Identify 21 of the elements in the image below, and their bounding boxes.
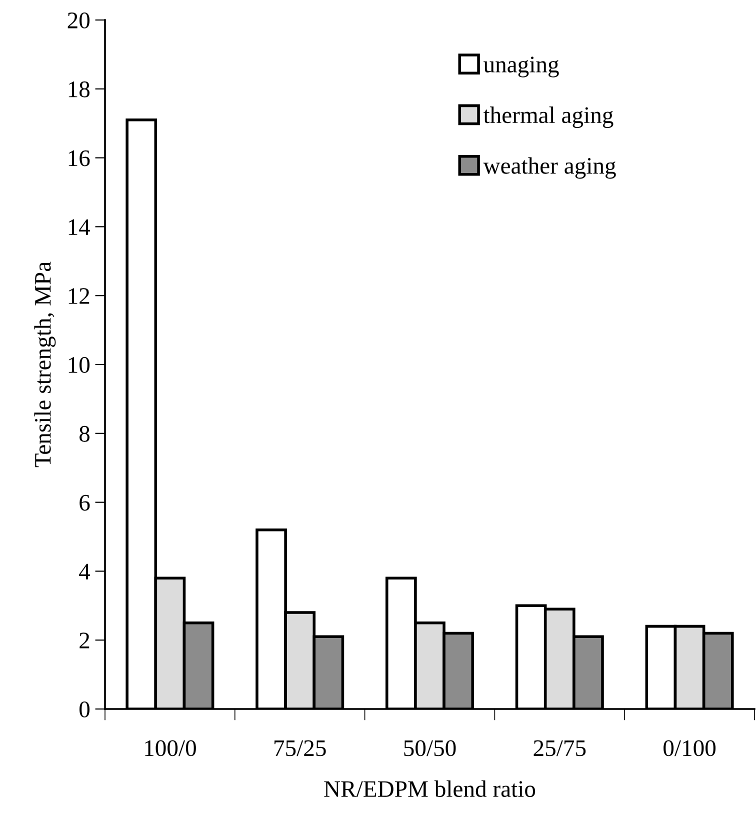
x-tick-label: 75/25 bbox=[274, 740, 326, 756]
legend-label: unaging bbox=[484, 56, 559, 78]
y-tick-label: 10 bbox=[68, 356, 90, 373]
legend-label: weather aging bbox=[483, 157, 616, 179]
y-tick-label: 18 bbox=[68, 81, 90, 98]
x-tick-label: 50/50 bbox=[404, 740, 456, 756]
legend-label: thermal aging bbox=[483, 106, 614, 128]
x-tick-label: 0/100 bbox=[664, 740, 716, 756]
y-tick-label: 12 bbox=[68, 288, 90, 304]
x-tick-label: 100/0 bbox=[145, 740, 196, 756]
y-axis-title: Tensile strength, MPa bbox=[34, 262, 56, 468]
x-tick-label: 25/75 bbox=[534, 740, 586, 756]
y-tick-label: 14 bbox=[68, 219, 90, 235]
y-tick-label: 6 bbox=[80, 494, 90, 511]
y-tick-label: 8 bbox=[80, 426, 90, 442]
y-tick-label: 4 bbox=[79, 564, 90, 580]
x-axis-title: NR/EDPM blend ratio bbox=[324, 780, 536, 798]
y-tick-label: 2 bbox=[80, 632, 90, 648]
y-tick-label: 16 bbox=[68, 150, 90, 166]
y-tick-label: 20 bbox=[68, 12, 90, 28]
y-tick-label: 0 bbox=[80, 701, 90, 718]
